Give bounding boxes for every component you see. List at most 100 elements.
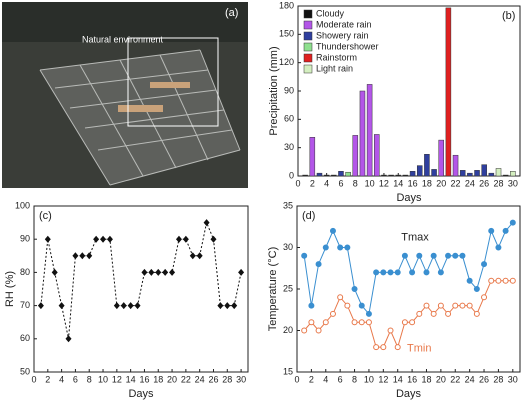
marker	[459, 302, 466, 309]
marker	[65, 335, 72, 343]
y-tick-label: 60	[284, 114, 294, 124]
cage-grid	[39, 49, 241, 186]
x-tick-label: 26	[479, 178, 489, 188]
marker	[373, 344, 380, 351]
y-axis-label: RH (%)	[4, 271, 16, 307]
x-tick-label: 16	[408, 178, 418, 188]
marker	[445, 310, 452, 317]
bar	[302, 174, 308, 177]
y-tick-label: 0	[289, 170, 294, 180]
marker	[322, 319, 329, 326]
marker	[51, 268, 58, 276]
board	[118, 105, 163, 112]
marker	[394, 269, 401, 276]
x-tick-label: 30	[236, 374, 246, 384]
marker	[416, 310, 423, 317]
marker	[58, 302, 65, 310]
marker	[459, 252, 466, 259]
x-tick-label: 14	[393, 374, 403, 384]
x-tick-label: 14	[393, 178, 403, 188]
marker	[182, 235, 189, 243]
marker	[127, 302, 134, 310]
x-tick-label: 24	[195, 374, 205, 384]
y-tick-label: 90	[20, 234, 30, 244]
marker	[231, 302, 238, 310]
bar	[352, 135, 359, 177]
photo-panel: Natural environment (a)	[2, 2, 248, 188]
marker	[481, 294, 488, 301]
marker	[509, 277, 516, 284]
board	[150, 82, 190, 88]
legend-label: Thundershower	[316, 41, 379, 51]
marker	[380, 269, 387, 276]
marker	[344, 244, 351, 251]
marker	[481, 261, 488, 268]
x-tick-label: 6	[73, 374, 78, 384]
marker	[387, 327, 394, 334]
marker	[37, 302, 44, 310]
legend-swatch	[303, 53, 313, 63]
y-tick-label: 15	[283, 366, 293, 376]
marker	[72, 252, 79, 260]
x-tick-label: 0	[31, 374, 36, 384]
legend-label: Rainstorm	[316, 52, 357, 62]
y-axis-label: Precipitation (mm)	[268, 46, 280, 135]
marker	[423, 302, 430, 309]
y-tick-label: 70	[20, 300, 30, 310]
marker	[423, 269, 430, 276]
x-tick-label: 10	[365, 178, 375, 188]
y-tick-label: 30	[283, 242, 293, 252]
marker	[437, 269, 444, 276]
marker	[175, 235, 182, 243]
bar	[309, 137, 316, 177]
x-tick-label: 12	[112, 374, 122, 384]
marker	[224, 302, 231, 310]
plot-frame	[33, 205, 249, 373]
photo-background	[2, 2, 248, 42]
marker	[337, 244, 344, 251]
bar	[388, 174, 394, 177]
marker	[358, 302, 365, 309]
marker	[315, 261, 322, 268]
x-tick-label: 12	[378, 374, 388, 384]
marker	[351, 286, 358, 292]
bar	[424, 154, 430, 177]
x-tick-label: 12	[379, 178, 389, 188]
marker	[358, 319, 365, 326]
marker	[409, 269, 416, 276]
y-tick-label: 60	[20, 333, 30, 343]
x-tick-label: 4	[323, 374, 328, 384]
marker	[113, 302, 120, 310]
bar	[502, 174, 509, 177]
legend-label: Showery rain	[316, 30, 369, 40]
marker	[409, 319, 416, 326]
x-tick-label: 28	[494, 178, 504, 188]
y-tick-label: 90	[284, 85, 294, 95]
x-tick-label: 8	[352, 374, 357, 384]
x-tick-label: 24	[465, 374, 475, 384]
marker	[120, 302, 127, 310]
bar	[402, 174, 409, 177]
line	[40, 220, 242, 339]
marker	[452, 302, 459, 309]
y-tick-label: 150	[279, 29, 294, 39]
marker	[394, 344, 401, 351]
bar	[366, 84, 373, 177]
marker	[106, 235, 113, 243]
marker	[430, 310, 437, 317]
legend-label: Cloudy	[316, 8, 345, 18]
x-axis-label: Days	[396, 388, 422, 400]
y-tick-label: 35	[283, 200, 293, 210]
y-tick-label: 30	[284, 142, 294, 152]
marker	[189, 252, 196, 260]
x-tick-label: 16	[139, 374, 149, 384]
bar	[510, 171, 516, 177]
marker	[380, 344, 387, 351]
photo-annotation: Natural environment	[82, 34, 164, 44]
marker	[351, 319, 358, 326]
marker	[329, 310, 336, 317]
marker	[315, 327, 322, 334]
x-tick-label: 0	[294, 374, 299, 384]
x-tick-label: 8	[87, 374, 92, 384]
